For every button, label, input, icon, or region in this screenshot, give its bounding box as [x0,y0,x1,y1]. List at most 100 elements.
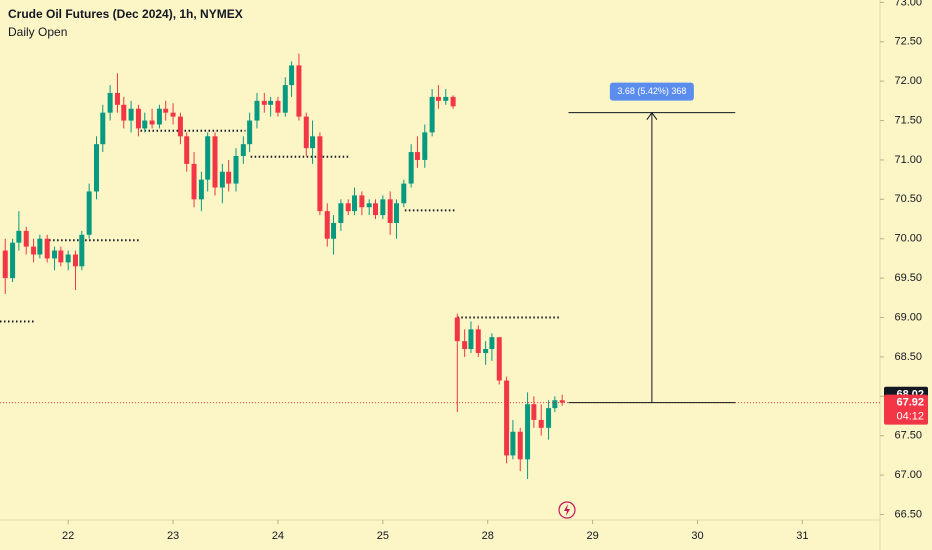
candle-body [198,179,204,200]
candle-body [58,250,64,263]
candle-body [247,120,253,145]
candle-body [86,191,92,235]
candle-body [191,163,197,200]
x-tick-label: 29 [586,530,598,542]
candle-body [454,317,460,342]
candle-body [184,136,190,164]
candle-body [338,203,344,223]
y-tick-label: 70.50 [894,193,922,205]
candle-body [510,431,516,456]
candle-body [552,400,558,409]
candle-body [303,116,309,149]
candle-body [559,400,565,403]
candle-body [345,203,351,212]
candle-body [504,380,510,456]
candle-body [226,171,232,184]
candle-body [163,108,169,113]
candle-body [483,349,489,353]
candle-body [170,112,176,117]
candle-body [156,108,162,125]
candle-body [79,234,85,267]
candle-body [462,341,468,350]
candle-body [317,136,323,212]
candle-body [531,404,537,420]
x-tick-label: 22 [62,530,74,542]
price-label: 67.92 [896,397,924,409]
candle-body [393,203,399,223]
candle-body [121,104,127,121]
candle-body [282,85,288,113]
lightning-icon[interactable] [558,501,576,519]
measure-label-box [609,82,694,101]
candle-body [268,100,274,105]
y-tick-label: 71.50 [894,114,922,126]
candle-body [16,230,22,243]
candle-body [114,92,120,105]
candle-body [380,199,386,216]
candle-body [289,65,295,86]
candle-body [359,195,365,208]
candle-body [331,222,337,239]
candle-body [517,431,523,460]
candle-body [414,152,420,160]
y-tick-label: 72.50 [894,36,922,48]
candle-body [366,203,372,208]
candle-body [401,183,407,204]
candle-body [205,136,211,180]
x-tick-label: 30 [691,530,703,542]
candle-body [73,254,79,267]
candle-body [275,100,281,113]
candle-body [387,199,393,223]
candle-body [475,329,481,353]
candle-body [352,195,358,212]
candle-body [149,120,155,125]
y-tick-label: 67.00 [894,469,922,481]
candle-body [261,100,267,105]
x-tick-label: 25 [377,530,389,542]
candle-body [429,96,435,133]
candle-body [538,419,544,428]
candle-body [525,404,531,460]
candle-body [443,96,449,101]
countdown: 04:12 [896,411,924,423]
candle-body [219,171,225,188]
x-tick-label: 31 [796,530,808,542]
candle-body [44,238,50,259]
candle-body [435,96,441,101]
candle-body [128,108,134,121]
candle-body [107,92,113,113]
y-tick-label: 69.50 [894,272,922,284]
icon-bolt[interactable] [564,504,570,516]
y-tick-label: 73.00 [894,0,922,8]
candle-body [31,246,37,255]
candle-body [37,238,43,255]
candle-body [212,136,218,188]
candle-body [135,108,141,129]
price-label-box [884,394,928,425]
measure-label: 3.68 (5.42%) 368 [617,86,686,96]
candle-body [23,230,29,247]
candle-body [450,96,456,107]
y-tick-label: 70.00 [894,233,922,245]
chart-title: Crude Oil Futures (Dec 2024), 1h, NYMEX [8,7,243,21]
candle-body [65,254,71,263]
candle-body [240,144,246,156]
candle-body [310,136,316,149]
candle-body [324,211,330,239]
candle-body [468,329,474,350]
candle-body [372,203,378,216]
candle-body [142,120,148,129]
x-tick-label: 28 [482,530,494,542]
measure-arrowhead [646,111,658,120]
candle-body [408,152,414,184]
candle-body [296,65,302,117]
candle-body [233,156,239,184]
candle-body [254,100,260,121]
candle-body [52,250,58,259]
candle-body [177,116,183,137]
y-tick-label: 69.00 [894,311,922,323]
y-tick-label: 71.00 [894,154,922,166]
y-tick-label: 72.00 [894,75,922,87]
